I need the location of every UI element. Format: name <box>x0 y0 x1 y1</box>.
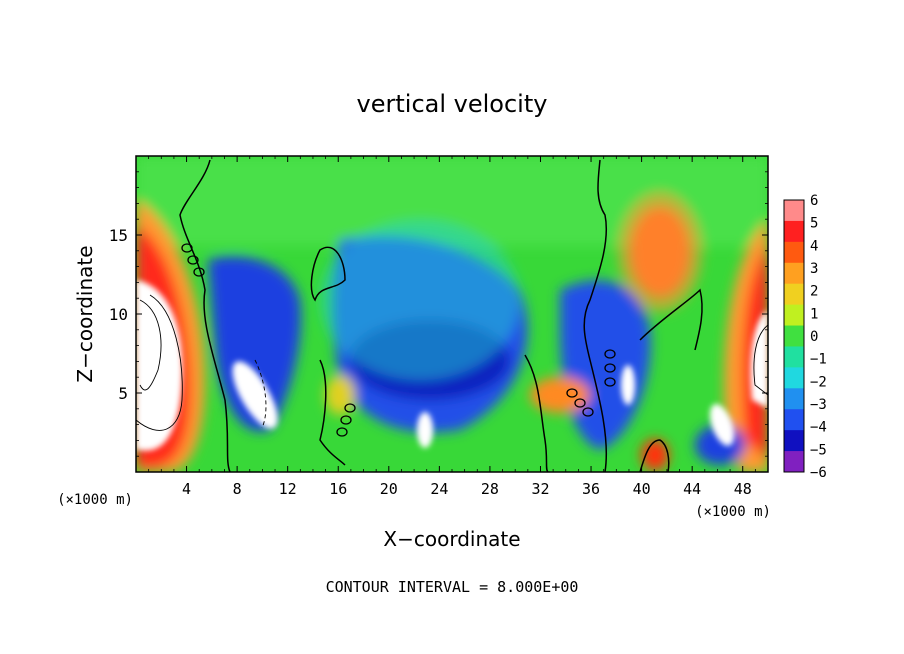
colorbar: 6 5 4 3 2 1 0 −1 −2 −3 −4 −5 −6 <box>783 193 827 481</box>
contour-field <box>136 156 768 472</box>
x-tick-label: 40 <box>633 480 651 498</box>
contour-zero-45 <box>639 439 670 472</box>
colorbar-level-label: 0 <box>810 329 818 345</box>
x-tick-label: 20 <box>380 480 398 498</box>
field-blue-right <box>560 280 651 450</box>
contour-right-inner <box>753 324 768 396</box>
colorbar-level-label: 2 <box>810 284 818 300</box>
contour-lines-thin <box>136 294 768 431</box>
colorbar-level-label: −6 <box>810 465 827 481</box>
colorbar-swatch <box>784 451 804 473</box>
colorbar-swatch <box>784 367 804 389</box>
contour-zero-right <box>583 159 608 472</box>
x-tick-label: 12 <box>279 480 297 498</box>
colorbar-swatch <box>784 200 804 222</box>
x-tick-label: 44 <box>683 480 701 498</box>
colorbar-swatch <box>784 220 804 243</box>
loop-16-3 <box>344 403 356 413</box>
contour-left-outer <box>136 294 183 431</box>
chart-title: vertical velocity <box>357 90 548 118</box>
colorbar-level-label: 1 <box>810 306 818 322</box>
colorbar-swatch <box>784 388 804 410</box>
contour-interval-note: CONTOUR INTERVAL = 8.000E+00 <box>326 578 579 596</box>
y-axis: 5 10 15 <box>109 171 768 457</box>
field-white-9 <box>232 361 278 429</box>
x-tick-label: 4 <box>182 480 191 498</box>
contour-zero-lower <box>319 359 346 466</box>
contour-zero-41 <box>639 288 703 351</box>
colorbar-level-label: 5 <box>810 216 818 232</box>
contour-left-inner <box>139 299 162 391</box>
colorbar-swatch <box>784 304 804 327</box>
y-tick-label: 15 <box>109 226 128 245</box>
colorbar-swatch <box>784 346 804 368</box>
field-white-46 <box>709 404 735 446</box>
field-white-38 <box>621 365 635 405</box>
x-tick-label: 8 <box>233 480 242 498</box>
x-tick-label: 16 <box>329 480 347 498</box>
colorbar-level-label: −2 <box>810 374 827 390</box>
loop-34-1 <box>566 388 578 398</box>
loop-16-1 <box>336 427 348 437</box>
x-tick-label: 24 <box>430 480 448 498</box>
loop-34-2 <box>574 398 586 408</box>
colorbar-level-label: 6 <box>810 193 818 209</box>
colorbar-level-label: 4 <box>810 238 818 254</box>
colorbar-swatch <box>784 430 804 452</box>
x-axis-label: X−coordinate <box>383 527 520 551</box>
x-axis: 4 8 12 16 20 24 28 32 36 40 44 48 <box>148 156 756 498</box>
contour-zero-center <box>524 354 549 472</box>
loop-37-2 <box>604 363 616 373</box>
field-warm-17 <box>325 375 355 415</box>
colorbar-level-label: −1 <box>810 352 827 368</box>
loop-left-3 <box>193 267 205 277</box>
x-tick-label: 32 <box>531 480 549 498</box>
colorbar-level-label: −3 <box>810 397 827 413</box>
colorbar-level-label: −5 <box>810 442 827 458</box>
colorbar-level-label: 3 <box>810 261 818 277</box>
x-scale-note-left: (×1000 m) <box>57 492 133 508</box>
contour-lines <box>179 159 703 472</box>
colorbar-swatch <box>784 409 804 431</box>
contour-9-dashed <box>254 359 267 429</box>
y-tick-label: 5 <box>118 384 128 403</box>
contour-zero-left <box>179 159 231 472</box>
contour-zero-island <box>310 246 346 302</box>
contour-small-loops <box>181 243 616 437</box>
y-tick-label: 10 <box>109 305 128 324</box>
colorbar-level-label: −4 <box>810 420 827 436</box>
field-blue-left <box>208 256 301 432</box>
colorbar-swatch <box>784 262 804 285</box>
loop-37-1 <box>604 377 616 387</box>
loop-left-1 <box>181 243 193 253</box>
colorbar-frame <box>783 199 805 473</box>
x-tick-label: 48 <box>734 480 752 498</box>
field-cyan-mid <box>320 220 520 380</box>
y-axis-label: Z−coordinate <box>73 245 97 382</box>
loop-16-2 <box>340 415 352 425</box>
field-warm-41 <box>641 439 669 471</box>
colorbar-swatch <box>784 325 804 347</box>
x-scale-note-right: (×1000 m) <box>695 504 771 520</box>
loop-left-2 <box>187 255 199 265</box>
loop-34-3 <box>582 407 594 417</box>
loop-37-3 <box>604 349 616 359</box>
x-tick-label: 28 <box>481 480 499 498</box>
colorbar-swatch <box>784 283 804 306</box>
x-tick-label: 36 <box>582 480 600 498</box>
field-white-23 <box>417 412 433 448</box>
colorbar-swatch <box>784 241 804 264</box>
